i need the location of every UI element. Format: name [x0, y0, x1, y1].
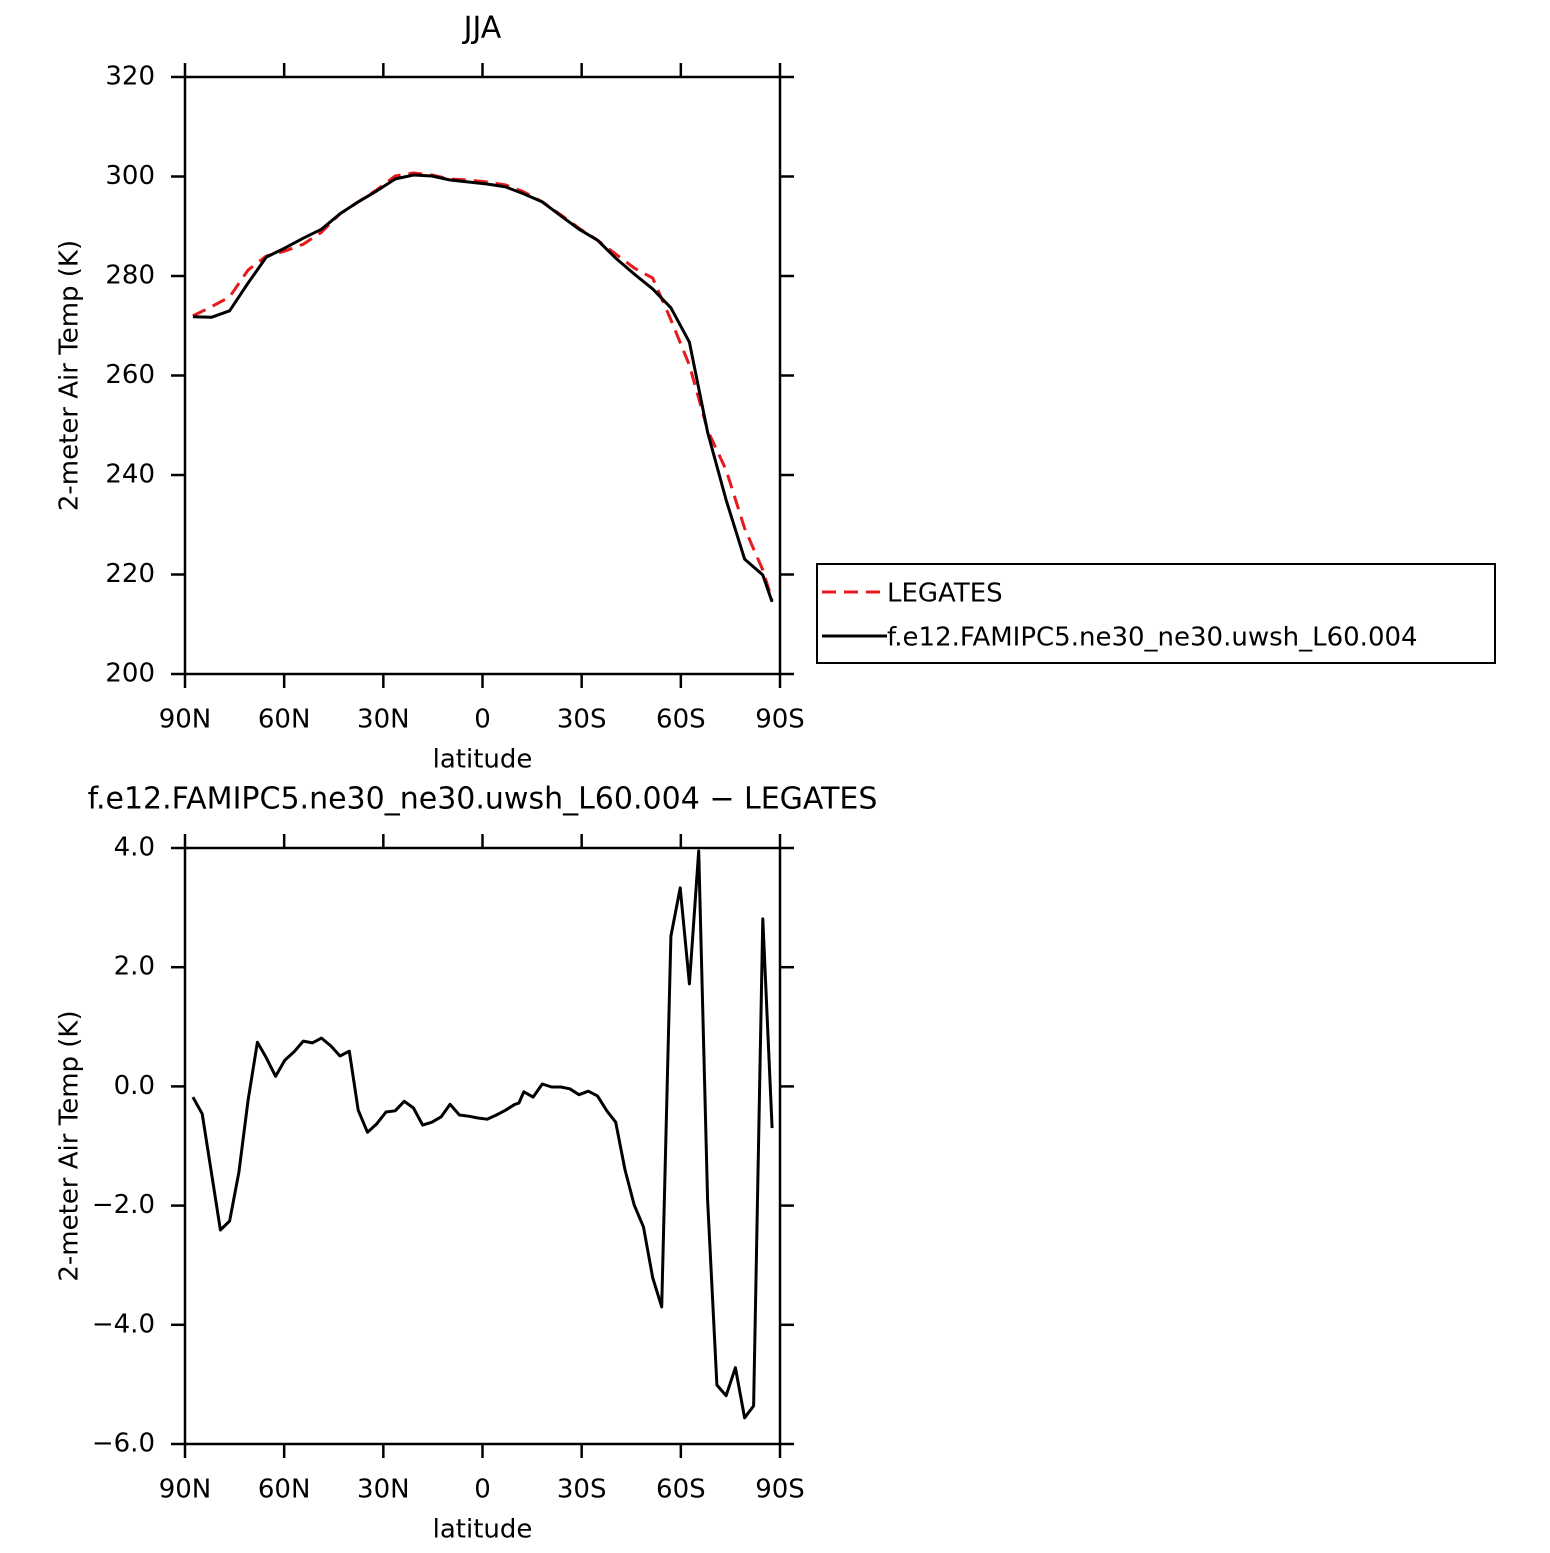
data-line [191, 849, 774, 1420]
y-tick-label: 0.0 [114, 1071, 155, 1101]
legend: LEGATES f.e12.FAMIPC5.ne30_ne30.uwsh_L60.… [816, 563, 1496, 664]
y-tick-label: 240 [105, 460, 155, 490]
y-axis-label: 2-meter Air Temp (K) [55, 240, 85, 511]
y-tick-label: 320 [105, 62, 155, 92]
legend-label: LEGATES [887, 579, 1003, 609]
plot-frame [183, 75, 782, 676]
data-line [192, 173, 774, 603]
chart-title: JJA [462, 11, 502, 46]
legend-box [816, 563, 1496, 664]
y-tick-label: 2.0 [114, 952, 155, 982]
x-tick-label: 0 [474, 1475, 491, 1505]
x-tick-label: 60N [258, 1475, 311, 1505]
plot-frame [183, 846, 782, 1446]
data-line [192, 171, 774, 601]
y-tick-label: 280 [105, 261, 155, 291]
x-axis-label: latitude [433, 1515, 533, 1545]
x-tick-label: 90S [755, 705, 805, 735]
y-tick-label: 200 [105, 659, 155, 689]
x-tick-label: 0 [474, 705, 491, 735]
y-tick-label: 260 [105, 360, 155, 390]
x-tick-label: 30S [557, 1475, 607, 1505]
x-tick-label: 60N [258, 705, 311, 735]
y-tick-label: 300 [105, 161, 155, 191]
x-tick-label: 90S [755, 1475, 805, 1505]
x-tick-label: 90N [159, 705, 212, 735]
y-axis-label: 2-meter Air Temp (K) [55, 1010, 85, 1281]
chart-title: f.e12.FAMIPC5.ne30_ne30.uwsh_L60.004 − L… [88, 782, 878, 817]
y-tick-label: −6.0 [92, 1429, 155, 1459]
x-tick-label: 90N [159, 1475, 212, 1505]
x-tick-label: 30S [557, 705, 607, 735]
x-tick-label: 30N [357, 1475, 410, 1505]
x-tick-label: 30N [357, 705, 410, 735]
y-tick-label: −4.0 [92, 1309, 155, 1339]
legend-label: f.e12.FAMIPC5.ne30_ne30.uwsh_L60.004 [887, 623, 1418, 653]
y-tick-label: −2.0 [92, 1190, 155, 1220]
y-tick-label: 220 [105, 559, 155, 589]
x-tick-label: 60S [656, 1475, 706, 1505]
y-tick-label: 4.0 [114, 833, 155, 863]
x-axis-label: latitude [433, 745, 533, 775]
x-tick-label: 60S [656, 705, 706, 735]
